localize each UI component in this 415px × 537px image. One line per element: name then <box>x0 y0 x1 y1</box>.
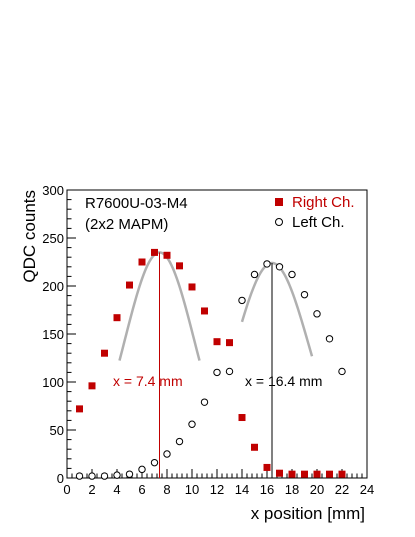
point-left-ch <box>163 450 171 458</box>
annotation-right-peak: x = 7.4 mm <box>113 373 183 389</box>
y-tick-label: 100 <box>42 375 64 390</box>
y-tick-label: 50 <box>50 423 64 438</box>
point-right-ch <box>76 405 83 413</box>
y-tick-label: 0 <box>57 471 64 486</box>
point-left-ch <box>263 260 271 268</box>
point-right-ch <box>301 470 308 478</box>
point-right-ch <box>263 463 271 471</box>
x-tick-label: 6 <box>138 482 145 497</box>
y-axis-label: QDC counts <box>20 190 39 283</box>
point-left-ch <box>250 270 259 279</box>
point-left-ch <box>138 465 146 474</box>
point-right-ch <box>276 469 283 477</box>
x-tick-label: 2 <box>88 482 95 497</box>
point-left-ch <box>200 398 209 406</box>
point-right-ch <box>338 470 346 478</box>
x-tick-label: 4 <box>113 482 120 497</box>
point-right-ch <box>313 470 321 478</box>
point-right-ch <box>176 262 183 270</box>
point-right-ch <box>151 248 158 256</box>
x-axis-label: x position [mm] <box>251 504 365 523</box>
point-left-ch <box>88 472 96 480</box>
point-left-ch <box>288 270 296 279</box>
point-left-ch <box>338 367 346 376</box>
point-left-ch <box>313 310 321 318</box>
point-right-ch <box>113 314 121 322</box>
point-right-ch <box>188 283 196 291</box>
point-right-ch <box>226 339 233 347</box>
point-right-ch <box>138 258 146 266</box>
point-left-ch <box>213 368 221 377</box>
x-tick-label: 16 <box>260 482 274 497</box>
y-tick-label: 200 <box>42 279 64 294</box>
point-left-ch <box>188 420 196 428</box>
x-tick-label: 18 <box>285 482 299 497</box>
x-tick-label: 24 <box>360 482 374 497</box>
peak-lines <box>159 252 273 478</box>
y-tick-label: 250 <box>42 231 64 246</box>
annotation-left-peak: x = 16.4 mm <box>245 373 322 389</box>
x-tick-label: 10 <box>185 482 199 497</box>
point-right-ch <box>101 349 108 357</box>
legend-marker-right <box>275 198 283 206</box>
y-tick-label: 150 <box>42 327 64 342</box>
legend-label-left: Left Ch. <box>292 214 345 231</box>
x-tick-label: 12 <box>210 482 224 497</box>
point-right-ch <box>326 470 333 478</box>
point-right-ch <box>288 470 296 478</box>
data-points <box>75 248 346 480</box>
point-right-ch <box>251 443 258 451</box>
point-right-ch <box>201 307 208 315</box>
point-right-ch <box>88 382 96 390</box>
point-left-ch <box>113 471 121 479</box>
point-left-ch <box>125 470 134 478</box>
point-right-ch <box>163 251 171 259</box>
legend-label-right: Right Ch. <box>292 194 355 211</box>
point-right-ch <box>126 281 133 289</box>
point-left-ch <box>300 290 309 299</box>
plot-frame <box>66 189 368 479</box>
chart-labels: R7600U-03-M4 (2x2 MAPM) Right Ch. Left C… <box>20 190 365 523</box>
point-left-ch <box>150 458 159 467</box>
point-right-ch <box>238 414 246 422</box>
point-left-ch <box>238 296 246 305</box>
point-left-ch <box>225 367 234 376</box>
point-left-ch <box>175 437 184 446</box>
x-tick-label: 0 <box>63 482 70 497</box>
x-tick-label: 20 <box>310 482 324 497</box>
x-tick-label: 22 <box>335 482 349 497</box>
point-left-ch <box>325 335 334 343</box>
x-tick-label: 8 <box>163 482 170 497</box>
point-left-ch <box>100 472 109 480</box>
point-left-ch <box>75 472 84 480</box>
y-tick-label: 300 <box>42 183 64 198</box>
point-left-ch <box>275 263 284 271</box>
x-tick-label: 14 <box>235 482 249 497</box>
legend-marker-left <box>275 218 283 226</box>
title-line-1: R7600U-03-M4 <box>85 195 188 212</box>
title-line-2: (2x2 MAPM) <box>85 216 168 233</box>
point-right-ch <box>213 338 221 346</box>
